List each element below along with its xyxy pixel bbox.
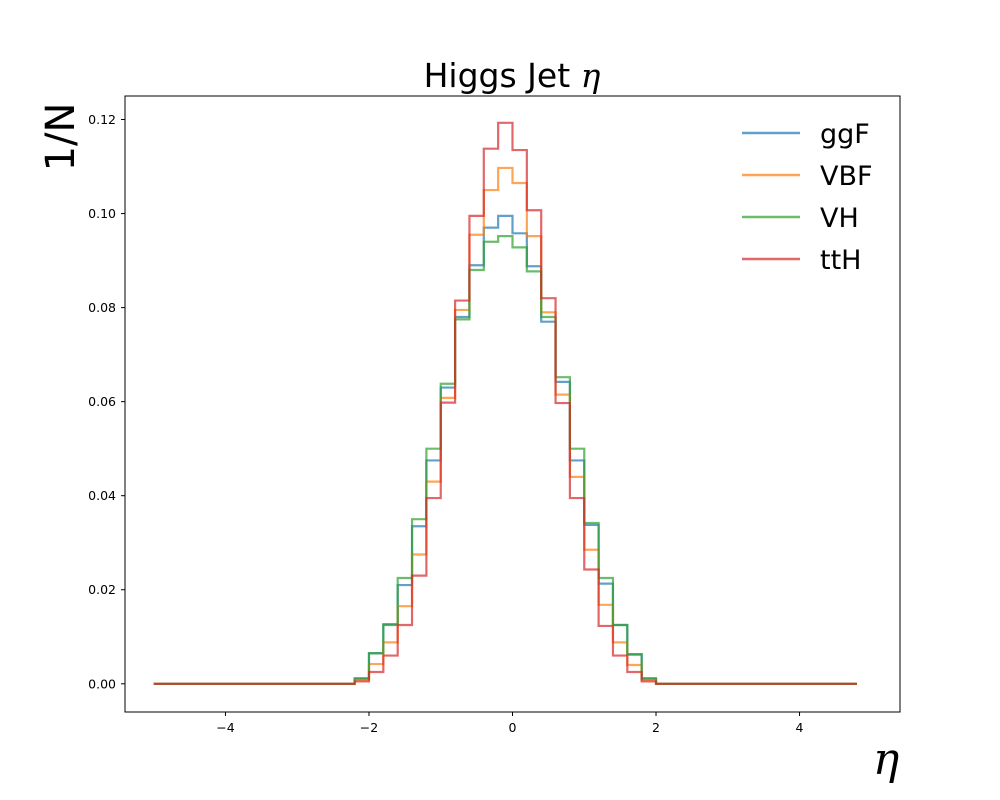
x-tick-label: −4 bbox=[216, 720, 234, 735]
legend-label: VBF bbox=[820, 161, 873, 192]
y-tick-label: 0.02 bbox=[88, 582, 116, 597]
series-line-vbf bbox=[153, 166, 857, 685]
legend-item-tth: ttH bbox=[742, 245, 861, 276]
y-tick-label: 0.00 bbox=[88, 676, 116, 691]
legend: ggF VBF VH ttH bbox=[742, 119, 873, 276]
legend-label: VH bbox=[820, 203, 859, 234]
legend-item-vh: VH bbox=[742, 203, 859, 234]
series-line-ggf bbox=[153, 214, 857, 685]
series-line-vh bbox=[153, 235, 857, 685]
y-tick-label: 0.06 bbox=[88, 394, 116, 409]
legend-label: ttH bbox=[820, 245, 861, 276]
legend-item-vbf: VBF bbox=[742, 161, 873, 192]
y-tick-label: 0.10 bbox=[88, 206, 116, 221]
plot-frame bbox=[124, 95, 901, 713]
legend-item-ggf: ggF bbox=[742, 119, 870, 150]
series-line-tth bbox=[153, 121, 857, 685]
y-axis-label: 1/N bbox=[38, 103, 84, 172]
y-tick-label: 0.12 bbox=[88, 112, 116, 127]
x-tick-label: 2 bbox=[652, 720, 660, 735]
chart-title-text: Higgs Jet bbox=[424, 56, 581, 95]
x-tick-label: 4 bbox=[796, 720, 804, 735]
plot-area bbox=[153, 121, 857, 685]
legend-label: ggF bbox=[820, 119, 870, 150]
y-tick-label: 0.04 bbox=[88, 488, 116, 503]
axes: −4 −2 0 2 4 0.00 0.02 0.04 0.06 0.08 0.10 0.12 bbox=[88, 95, 901, 735]
x-axis-label: η bbox=[873, 734, 899, 785]
chart-title-symbol: η bbox=[581, 56, 601, 95]
chart-title: Higgs Jet η bbox=[424, 56, 601, 95]
x-tick-label: 0 bbox=[509, 720, 517, 735]
x-tick-label: −2 bbox=[360, 720, 378, 735]
y-tick-label: 0.08 bbox=[88, 300, 116, 315]
